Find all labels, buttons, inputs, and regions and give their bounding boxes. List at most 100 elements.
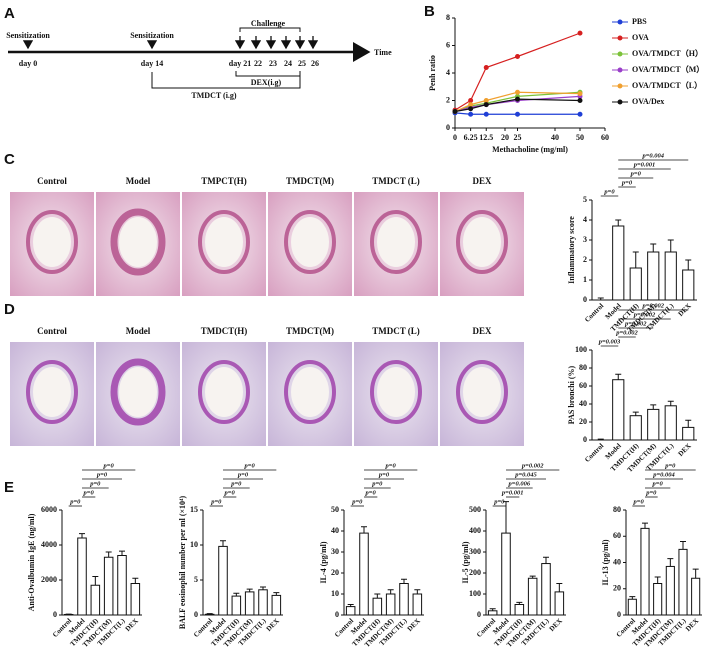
panel-label: B — [424, 3, 435, 20]
data-point — [577, 30, 583, 36]
data-point — [452, 109, 458, 114]
axes — [61, 510, 142, 616]
y-tick-label: 500 — [469, 505, 481, 514]
data-point — [483, 98, 489, 103]
p-value: p=0.045 — [514, 471, 537, 478]
bracket — [235, 71, 301, 77]
y-axis-title: Inflammatory score — [567, 216, 576, 284]
data-point — [468, 98, 474, 103]
airway-lumen — [205, 217, 243, 267]
error-bar — [347, 604, 354, 607]
x-tick-label: DEX — [684, 617, 700, 633]
airway-wall — [284, 360, 336, 424]
axes — [591, 350, 697, 441]
x-tick-label: 6.25 — [464, 133, 478, 142]
bar — [682, 426, 695, 441]
x-tick-label: 40 — [551, 133, 559, 142]
airway-wall — [110, 208, 166, 276]
error-bar — [105, 551, 112, 558]
airway-lumen — [119, 367, 157, 417]
y-tick-label: 2 — [446, 95, 450, 104]
error-bar — [206, 613, 213, 615]
p-value: p=0 — [351, 498, 363, 505]
p-value: p=0 — [378, 471, 390, 478]
airway-wall — [456, 360, 508, 424]
p-value: p=0 — [96, 471, 108, 478]
x-tick-label: DEX — [406, 617, 422, 633]
data-point — [468, 111, 474, 117]
x-tick-label: 25 — [514, 133, 522, 142]
tile-label: TMDCT (L) — [372, 176, 420, 186]
legend-label: OVA/TMDCT（H） — [632, 48, 703, 58]
error-bar — [597, 438, 604, 440]
y-tick-label: 80 — [613, 505, 621, 514]
data-point — [577, 98, 583, 103]
airway-wall — [284, 210, 336, 274]
event-label: Challenge — [251, 19, 286, 28]
error-bar — [632, 411, 639, 416]
y-tick-label: 0 — [617, 610, 621, 619]
bar — [664, 251, 677, 301]
y-tick-label: 10 — [190, 540, 198, 549]
axes — [625, 510, 702, 616]
panel-label: A — [4, 5, 15, 22]
y-tick-label: 8 — [446, 13, 450, 22]
bar — [612, 225, 625, 301]
y-tick-label: 6000 — [41, 505, 57, 514]
airway-wall — [198, 210, 250, 274]
p-value: p=0 — [83, 489, 95, 496]
p-value: p=0.004 — [641, 152, 664, 159]
p-value: p=0 — [237, 471, 249, 478]
panel-label: D — [4, 301, 15, 318]
bar — [640, 527, 650, 616]
error-bar — [685, 259, 692, 270]
axes — [343, 510, 424, 616]
airway-lumen — [33, 367, 71, 417]
bar — [204, 613, 215, 616]
error-bar — [680, 541, 686, 550]
y-tick-label: 15 — [190, 505, 198, 514]
error-bar — [597, 297, 604, 300]
bracket — [239, 27, 301, 32]
bar — [385, 593, 396, 616]
tile-label: TMPCT(H) — [201, 176, 247, 186]
data-point — [483, 102, 489, 108]
p-value: p=0 — [493, 498, 505, 505]
p-value: p=0 — [371, 480, 383, 487]
error-bar — [556, 583, 563, 592]
bar — [501, 532, 511, 616]
airway-lumen — [377, 217, 415, 267]
y-tick-label: 0 — [335, 610, 339, 619]
error-bar — [642, 522, 648, 529]
y-tick-label: 40 — [613, 557, 621, 566]
bar — [231, 595, 242, 616]
legend-label: OVA/TMDCT（L） — [632, 80, 702, 90]
error-bar — [667, 558, 674, 567]
y-tick-label: 4 — [583, 215, 587, 224]
y-tick-label: 0 — [583, 295, 587, 304]
event-label: Sensitization — [130, 31, 174, 40]
error-bar — [529, 575, 536, 579]
p-value: p=0 — [385, 462, 397, 469]
error-bar — [119, 550, 125, 556]
error-bar — [414, 589, 421, 594]
bar — [647, 408, 660, 441]
y-tick-label: 1 — [583, 275, 587, 284]
bar — [244, 591, 255, 616]
y-tick-label: 40 — [579, 399, 587, 408]
axis-title: Time — [374, 48, 392, 57]
data-point — [515, 111, 520, 117]
p-value: p=0 — [210, 498, 222, 505]
y-tick-label: 60 — [579, 381, 587, 390]
bar — [647, 251, 660, 301]
y-tick-label: 20 — [331, 568, 339, 577]
bar — [130, 583, 141, 616]
y-tick-label: 0 — [53, 610, 57, 619]
bar — [271, 594, 282, 616]
x-tick-label: 50 — [576, 133, 584, 142]
treatment-label: TMDCT (i.g) — [191, 91, 237, 100]
p-value: p=0 — [103, 462, 115, 469]
p-value: p=0 — [603, 188, 615, 195]
axes — [591, 200, 697, 301]
error-bar — [516, 601, 523, 605]
